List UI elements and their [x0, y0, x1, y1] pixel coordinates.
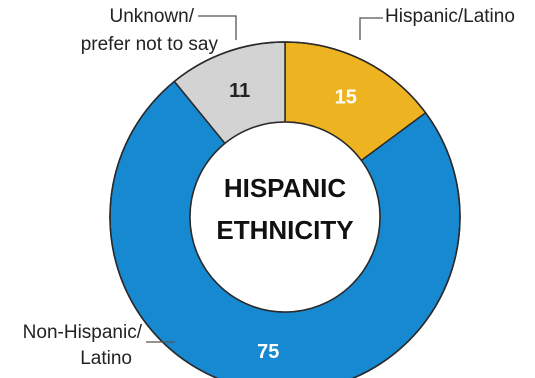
slice-category-labels: Hispanic/Latino Non-Hispanic/Latino Unknow… — [23, 6, 515, 369]
value-label-unknown-prefer-not-to-say: 11 — [229, 80, 250, 102]
value-label-hispanic-latino: 15 — [335, 86, 357, 108]
value-label-non-hispanic-latino: 75 — [257, 341, 279, 363]
leader-line-unknown-prefer-not-to-say — [198, 15, 237, 40]
leader-line-hispanic-latino — [359, 17, 383, 40]
donut-center-hole — [189, 121, 381, 313]
category-label-non-hispanic-latino-line-1: Non-Hispanic/ — [23, 322, 143, 343]
center-title-line-1: HISPANIC — [224, 173, 347, 203]
category-label-unknown-prefer-not-to-say-line-1: Unknown/ — [110, 6, 195, 27]
category-label-unknown-prefer-not-to-say-line-2: prefer not to say — [81, 34, 219, 55]
category-label-non-hispanic-latino-line-2: Latino — [80, 348, 132, 369]
donut-outer-outline — [109, 41, 461, 378]
category-label-hispanic-latino-line-1: Hispanic/Latino — [385, 6, 515, 27]
center-title-line-2: ETHNICITY — [216, 215, 353, 245]
slice-value-labels: 15 75 11 — [229, 80, 357, 363]
donut-slices — [109, 41, 461, 378]
